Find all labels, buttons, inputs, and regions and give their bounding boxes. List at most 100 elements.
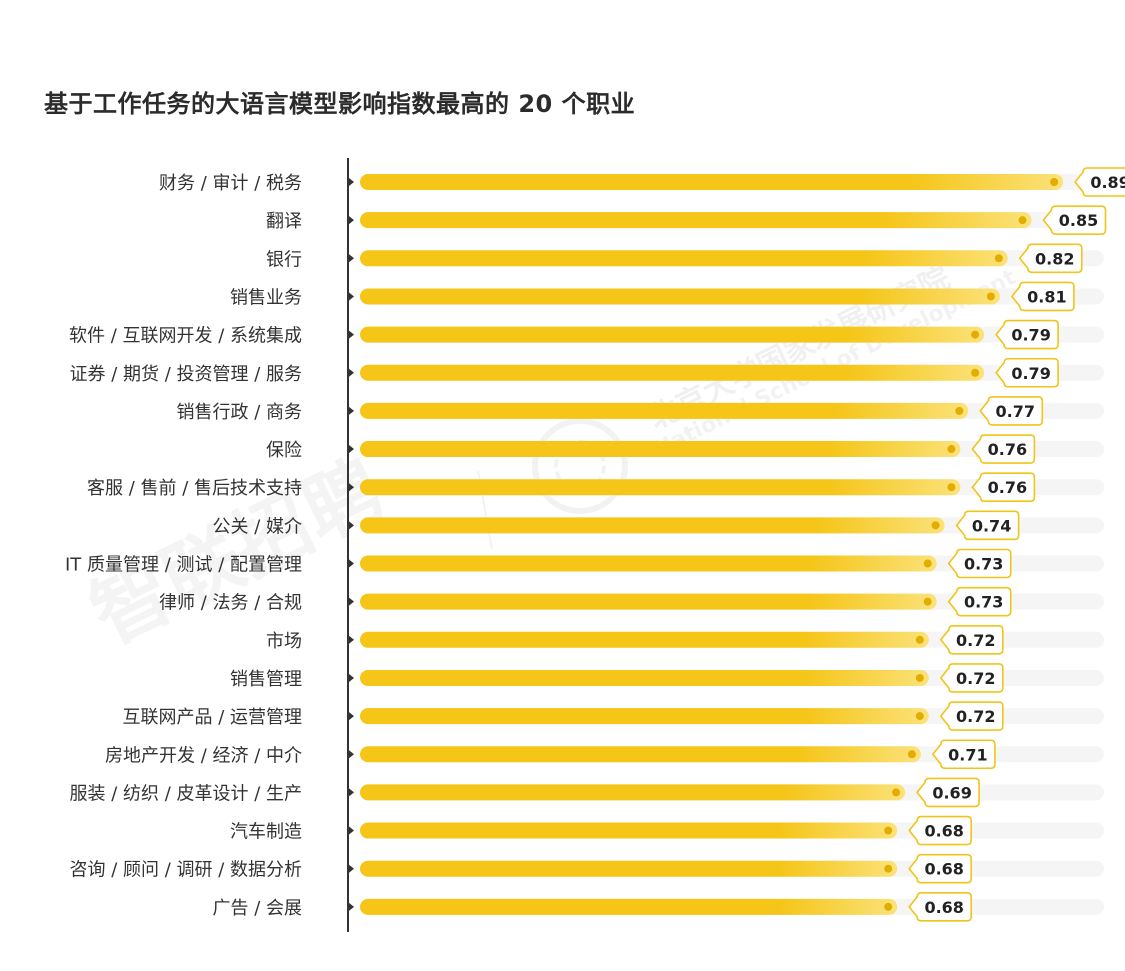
- value-label-box: [947, 548, 1012, 579]
- bar-row: 银行 0.82: [266, 243, 1104, 274]
- value-label-box: [939, 663, 1004, 693]
- bar-end-dot: [915, 635, 924, 644]
- value-label: 0.76: [988, 440, 1027, 459]
- value-label-box: [1042, 205, 1107, 235]
- bar-end-dot: [947, 483, 956, 492]
- value-label: 0.73: [964, 555, 1003, 574]
- bar-end-dot: [915, 712, 924, 721]
- category-label: 服装 / 纺织 / 皮革设计 / 生产: [69, 783, 302, 804]
- value-label: 0.82: [1035, 249, 1074, 268]
- bar-end-dot: [923, 559, 932, 568]
- bar-row: 证券 / 期货 / 投资管理 / 服务 0.79: [69, 357, 1104, 388]
- value-label-box: [1010, 281, 1075, 312]
- value-label-box: [931, 739, 996, 770]
- value-label: 0.68: [924, 822, 963, 841]
- bar-row: IT 质量管理 / 测试 / 配置管理 0.73: [65, 548, 1104, 579]
- bar: [360, 441, 961, 458]
- bar-end-dot: [907, 750, 916, 759]
- value-label: 0.69: [932, 783, 971, 802]
- category-label: 财务 / 审计 / 税务: [159, 173, 302, 194]
- bar: [360, 288, 1000, 305]
- bar-row: 销售行政 / 商务 0.77: [176, 396, 1104, 426]
- value-label: 0.68: [924, 860, 963, 879]
- axis-tick: [349, 712, 354, 721]
- value-label-box: [947, 586, 1012, 617]
- axis-tick: [349, 597, 354, 606]
- axis-tick: [349, 445, 354, 454]
- axis-tick: [349, 788, 354, 797]
- axis-tick: [349, 673, 354, 682]
- bar: [360, 517, 945, 534]
- category-label: 销售行政 / 商务: [176, 402, 302, 423]
- bar-end-dot: [947, 445, 956, 454]
- bar-end-dot: [955, 406, 964, 415]
- value-label: 0.73: [964, 593, 1003, 612]
- category-label: 咨询 / 顾问 / 调研 / 数据分析: [69, 860, 302, 881]
- value-label-box: [971, 472, 1036, 502]
- bar-row: 汽车制造 0.68: [230, 815, 1104, 846]
- value-label: 0.71: [948, 745, 987, 764]
- bar: [360, 402, 969, 419]
- bar: [360, 174, 1064, 190]
- bar-row: 软件 / 互联网开发 / 系统集成 0.79: [69, 319, 1104, 350]
- bar: [360, 326, 985, 343]
- bar-end-dot: [884, 864, 893, 873]
- axis-tick: [349, 635, 354, 644]
- bar-end-dot: [971, 330, 980, 339]
- category-label: 银行: [266, 249, 302, 270]
- axis-tick: [349, 292, 354, 301]
- bar: [360, 593, 937, 610]
- axis-tick: [349, 521, 354, 530]
- value-label: 0.79: [1011, 326, 1050, 345]
- category-label: 证券 / 期货 / 投资管理 / 服务: [69, 364, 302, 385]
- bar: [360, 364, 985, 381]
- bar-row: 销售业务 0.81: [230, 281, 1104, 312]
- bar: [360, 822, 898, 839]
- bar: [360, 479, 961, 496]
- value-label-box: [1074, 167, 1125, 197]
- axis-tick: [349, 902, 354, 911]
- bar-row: 市场 0.72: [266, 625, 1104, 655]
- axis-tick: [349, 750, 354, 759]
- bar-row: 广告 / 会展 0.68: [212, 892, 1104, 922]
- axis-tick: [349, 483, 354, 492]
- bar-end-dot: [884, 902, 893, 911]
- bar-rows: 财务 / 审计 / 税务 0.89 翻译 0.85 银行 0.82 销售业务 0.81 软件 /…: [65, 167, 1125, 922]
- category-label: 保险: [266, 440, 302, 461]
- value-label-box: [995, 357, 1059, 388]
- bar: [360, 250, 1008, 267]
- value-label: 0.85: [1059, 211, 1098, 230]
- bar-end-dot: [923, 597, 932, 606]
- bar-end-dot: [971, 368, 980, 377]
- bar-row: 公关 / 媒介 0.74: [212, 510, 1104, 541]
- axis-tick: [349, 406, 354, 415]
- value-label-box: [995, 319, 1059, 350]
- category-label: 律师 / 法务 / 合规: [159, 593, 302, 614]
- bar-row: 房地产开发 / 经济 / 中介 0.71: [105, 739, 1104, 770]
- category-label: 客服 / 售前 / 售后技术支持: [87, 478, 302, 499]
- value-label: 0.68: [924, 898, 963, 917]
- value-label: 0.72: [956, 707, 995, 726]
- bar-end-dot: [986, 292, 995, 301]
- value-label-box: [939, 701, 1004, 731]
- bar-row: 销售管理 0.72: [230, 663, 1104, 693]
- bar-end-dot: [1050, 178, 1059, 186]
- category-label: 市场: [266, 631, 302, 652]
- value-label: 0.72: [956, 669, 995, 688]
- value-label-box: [1018, 243, 1083, 274]
- category-label: 软件 / 互联网开发 / 系统集成: [69, 326, 302, 347]
- value-label: 0.72: [956, 631, 995, 650]
- category-label: 广告 / 会展: [212, 898, 302, 919]
- category-label: 汽车制造: [230, 822, 302, 843]
- value-label-box: [939, 625, 1004, 655]
- chart-title: 基于工作任务的大语言模型影响指数最高的 20 个职业: [44, 90, 636, 118]
- value-label-box: [979, 396, 1044, 426]
- bar-row: 互联网产品 / 运营管理 0.72: [122, 701, 1104, 731]
- bar-row: 保险 0.76: [266, 434, 1104, 464]
- bar-end-dot: [1018, 216, 1027, 225]
- bar-end-dot: [892, 788, 901, 797]
- axis-tick: [349, 864, 354, 873]
- bar-end-dot: [994, 254, 1003, 263]
- bar: [360, 212, 1032, 229]
- bar: [360, 860, 898, 877]
